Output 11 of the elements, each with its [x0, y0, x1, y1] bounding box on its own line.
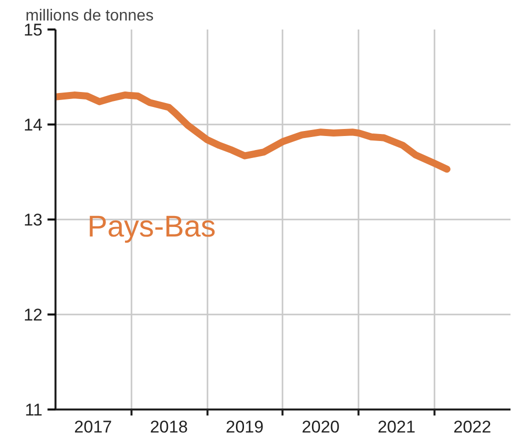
y-tick-label: 11 [24, 400, 43, 420]
x-tick-label: 2017 [74, 418, 112, 435]
y-tick-label: 13 [24, 210, 43, 230]
x-tick-label: 2020 [302, 418, 340, 435]
y-tick-label: 12 [24, 306, 43, 324]
x-tick-label: 2021 [378, 418, 416, 435]
text: Pays-Bas [87, 210, 216, 244]
x-tick-label: 2019 [226, 418, 264, 435]
x-tick-label: 2018 [150, 418, 188, 435]
x-tick-label: 2022 [453, 418, 492, 435]
y-tick-label: 14 [24, 116, 43, 134]
